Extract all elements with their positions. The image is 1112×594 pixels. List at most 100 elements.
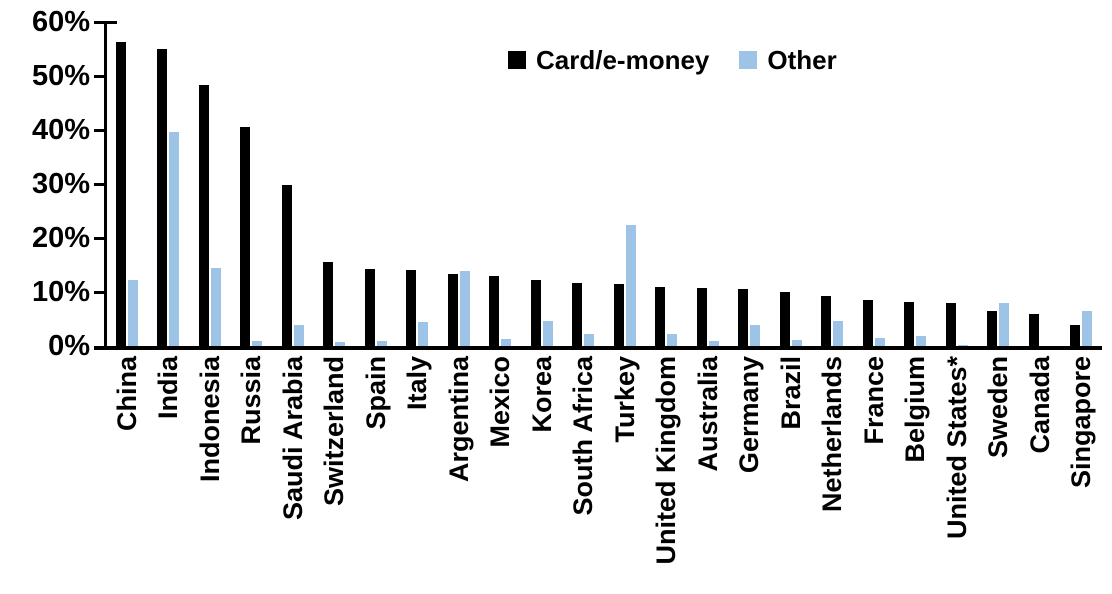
y-tick-10 xyxy=(94,290,105,294)
bar-card-e-money-italy xyxy=(406,269,417,346)
bar-group-china xyxy=(106,22,148,346)
bar-group-united-states xyxy=(936,22,978,346)
x-axis-label-text: Belgium xyxy=(900,356,931,463)
bar-other-mexico xyxy=(501,338,512,346)
legend-label-card: Card/e-money xyxy=(536,45,710,75)
x-axis-label-text: China xyxy=(111,356,142,432)
x-axis-label-text: Netherlands xyxy=(817,356,848,513)
x-axis-label-switzerland: Switzerland xyxy=(314,356,356,592)
bar-group-india xyxy=(148,22,190,346)
bar-group-saudi-arabia xyxy=(272,22,314,346)
bar-card-e-money-turkey xyxy=(613,283,624,346)
bar-card-e-money-germany xyxy=(738,289,749,346)
x-axis-label-text: Australia xyxy=(692,356,723,472)
bar-card-e-money-united-kingdom xyxy=(655,286,666,346)
bar-other-sweden xyxy=(999,303,1010,346)
y-axis-top-cap xyxy=(104,21,117,24)
y-axis-line xyxy=(104,21,107,350)
x-axis-label-argentina: Argentina xyxy=(438,356,480,592)
legend-item-other: Other xyxy=(739,45,837,75)
bar-other-korea xyxy=(542,321,553,346)
bar-group-australia xyxy=(687,22,729,346)
bar-card-e-money-south-africa xyxy=(572,283,583,346)
bar-group-switzerland xyxy=(314,22,356,346)
x-axis-label-united-kingdom: United Kingdom xyxy=(646,356,688,592)
y-axis-label-10: 10% xyxy=(31,276,90,308)
x-axis-label-netherlands: Netherlands xyxy=(812,356,854,592)
bar-group-korea xyxy=(521,22,563,346)
other-swatch-icon xyxy=(739,51,758,69)
bar-group-spain xyxy=(355,22,397,346)
x-axis-label-turkey: Turkey xyxy=(604,356,646,592)
y-axis-label-0: 0% xyxy=(48,330,90,362)
bar-group-belgium xyxy=(895,22,937,346)
y-tick-30 xyxy=(94,182,105,186)
y-tick-60 xyxy=(94,20,105,24)
x-axis-label-text: Italy xyxy=(402,356,433,411)
bar-card-e-money-korea xyxy=(530,280,541,346)
bar-group-russia xyxy=(231,22,273,346)
x-axis-label-text: Indonesia xyxy=(194,356,225,483)
y-axis-label-30: 30% xyxy=(31,168,90,200)
card-emoney-swatch-icon xyxy=(508,51,526,69)
bar-card-e-money-mexico xyxy=(489,276,500,346)
x-axis-label-united-states: United States* xyxy=(936,356,978,592)
x-axis-label-india: India xyxy=(148,356,190,592)
x-axis-label-germany: Germany xyxy=(729,356,771,592)
x-axis-label-text: France xyxy=(858,356,889,445)
x-axis-label-text: Saudi Arabia xyxy=(277,356,308,521)
x-axis-label-belgium: Belgium xyxy=(895,356,937,592)
bar-other-switzerland xyxy=(335,341,346,346)
bar-card-e-money-france xyxy=(862,299,873,346)
bar-card-e-money-belgium xyxy=(904,301,915,346)
bar-other-south-africa xyxy=(584,334,595,346)
x-axis-label-indonesia: Indonesia xyxy=(189,356,231,592)
bar-group-canada xyxy=(1019,22,1061,346)
bar-other-brazil xyxy=(791,340,802,346)
bar-card-e-money-argentina xyxy=(447,273,458,346)
bar-other-germany xyxy=(750,324,761,346)
bar-other-india xyxy=(169,131,180,346)
bar-other-united-states xyxy=(957,344,968,346)
bar-card-e-money-india xyxy=(157,49,168,346)
bar-other-spain xyxy=(376,340,387,346)
x-axis-label-saudi-arabia: Saudi Arabia xyxy=(272,356,314,592)
bar-group-south-africa xyxy=(563,22,605,346)
x-axis-label-text: Singapore xyxy=(1066,356,1097,489)
bar-card-e-money-spain xyxy=(364,269,375,346)
bar-card-e-money-indonesia xyxy=(198,85,209,346)
x-axis-label-text: Germany xyxy=(734,356,765,474)
x-axis-label-canada: Canada xyxy=(1019,356,1061,592)
x-axis-label-text: Russia xyxy=(236,356,267,445)
x-axis-label-text: South Africa xyxy=(568,356,599,516)
legend-label-other: Other xyxy=(767,45,837,75)
bar-other-argentina xyxy=(459,271,470,346)
bar-group-italy xyxy=(397,22,439,346)
bar-card-e-money-singapore xyxy=(1070,325,1081,346)
x-axis-label-text: Sweden xyxy=(983,356,1014,459)
x-axis-label-text: Mexico xyxy=(485,356,516,448)
x-axis-label-spain: Spain xyxy=(355,356,397,592)
bar-group-brazil xyxy=(770,22,812,346)
bar-group-singapore xyxy=(1061,22,1103,346)
x-axis-label-brazil: Brazil xyxy=(770,356,812,592)
bar-card-e-money-china xyxy=(115,41,126,346)
bar-other-netherlands xyxy=(833,320,844,346)
bar-card-e-money-sweden xyxy=(987,311,998,346)
y-axis-label-20: 20% xyxy=(31,222,90,254)
y-axis-label-50: 50% xyxy=(31,60,90,92)
x-axis-label-australia: Australia xyxy=(687,356,729,592)
bar-card-e-money-united-states xyxy=(945,303,956,346)
bar-other-china xyxy=(127,279,138,346)
x-axis: China India Indonesia Russia Saudi Arabia Swi… xyxy=(106,356,1102,592)
x-axis-label-singapore: Singapore xyxy=(1061,356,1103,592)
bar-card-e-money-brazil xyxy=(779,292,790,346)
bar-other-indonesia xyxy=(210,267,221,346)
y-tick-50 xyxy=(94,74,105,78)
x-axis-label-china: China xyxy=(106,356,148,592)
bar-group-netherlands xyxy=(812,22,854,346)
bar-card-e-money-canada xyxy=(1028,314,1039,346)
bar-other-turkey xyxy=(625,225,636,346)
bar-group-argentina xyxy=(438,22,480,346)
